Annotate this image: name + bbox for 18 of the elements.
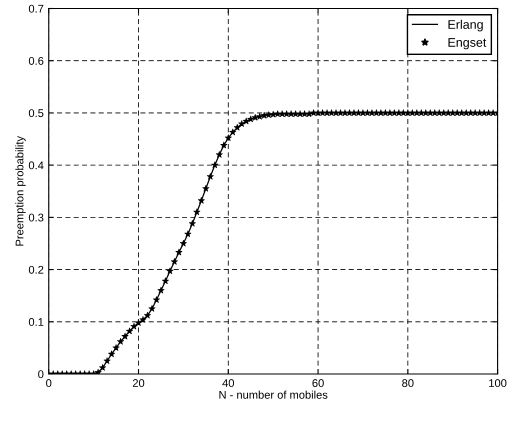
x-tick-label: 0 [46, 379, 52, 388]
x-tick-label: 100 [489, 379, 506, 388]
x-axis-title: N - number of mobiles [219, 390, 328, 399]
x-tick-label: 60 [312, 379, 324, 388]
y-tick-label: 0.6 [28, 56, 44, 65]
y-tick-label: 0.4 [28, 161, 44, 170]
y-axis-title: Preemption probability [15, 136, 26, 246]
y-tick-label: 0.3 [28, 214, 44, 222]
y-tick-label: 0.5 [28, 109, 44, 118]
x-tick-label: 80 [402, 379, 414, 388]
y-tick-label: 0 [38, 370, 44, 378]
y-tick-label: 0.2 [28, 266, 44, 274]
legend-label: Engset [448, 38, 486, 50]
x-tick-label: 40 [222, 379, 234, 388]
legend-label: Erlang [448, 20, 483, 32]
y-tick-label: 0.1 [28, 318, 44, 326]
x-tick-label: 20 [132, 379, 144, 388]
y-tick-label: 0.7 [28, 4, 44, 13]
